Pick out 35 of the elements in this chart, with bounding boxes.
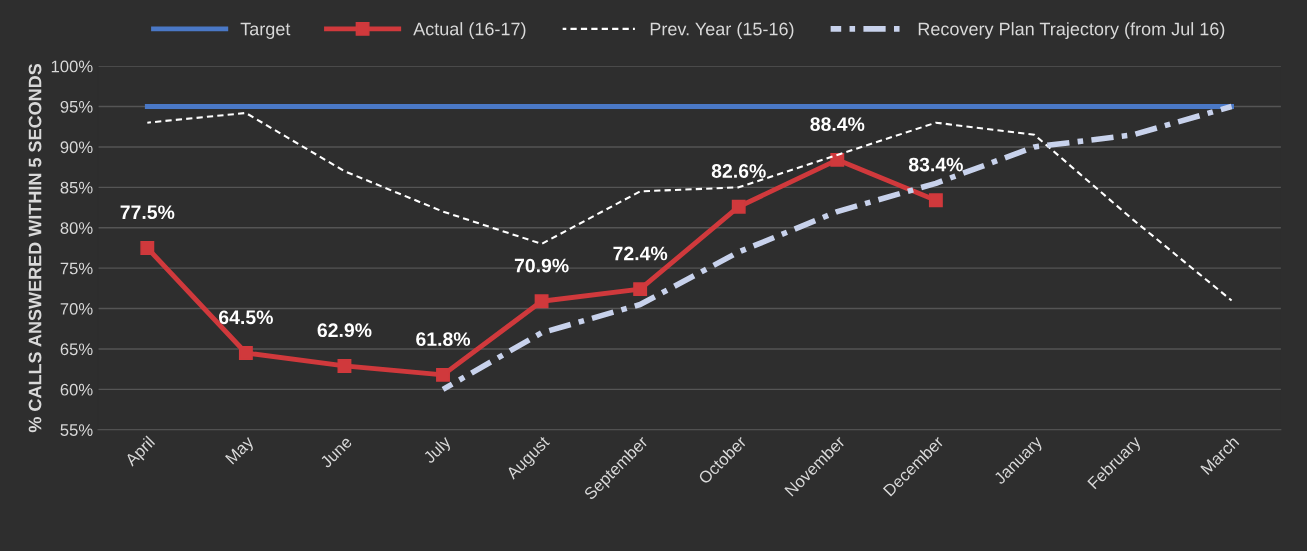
y-tick-label: 100% (51, 60, 93, 73)
data-label: 82.6% (711, 164, 766, 178)
point (830, 152, 845, 167)
x-tick-label: July (422, 434, 454, 467)
legend-label: Recovery Plan Trajectory (from Jul 16) (918, 22, 1225, 39)
data-label: 77.5% (120, 205, 175, 220)
point (928, 193, 943, 208)
data-label: 83.4% (908, 157, 963, 172)
point (337, 358, 352, 373)
y-tick-label: 85% (60, 181, 93, 194)
y-tick-label: 80% (60, 222, 93, 234)
point (436, 367, 450, 382)
legend-label: Target (240, 22, 291, 39)
legend-label: Actual (16-17) (413, 22, 526, 39)
x-tick-label: May (225, 435, 257, 467)
data-label: 70.9% (514, 258, 569, 273)
y-axis-title: % CALLS ANSWERED WITHIN 5 SECONDS (28, 63, 42, 433)
data-label: 61.8% (416, 332, 471, 346)
data-label: 88.4% (810, 117, 865, 132)
point (238, 346, 253, 360)
y-tick-label: 55% (60, 424, 93, 436)
y-tick-label: 90% (60, 141, 93, 154)
legend-label: Prev. Year (15-16) (650, 22, 794, 39)
y-tick-label: 70% (60, 302, 93, 315)
data-label: 72.4% (613, 246, 668, 261)
data-label: 64.5% (219, 310, 273, 325)
y-tick-label: 95% (60, 100, 93, 113)
data-label: 62.9% (317, 323, 372, 338)
y-tick-label: 75% (60, 262, 93, 275)
point (140, 241, 155, 255)
y-tick-label: 60% (60, 383, 93, 396)
point (731, 199, 746, 214)
y-tick-label: 65% (60, 343, 93, 356)
point (633, 282, 648, 297)
point (534, 294, 549, 309)
